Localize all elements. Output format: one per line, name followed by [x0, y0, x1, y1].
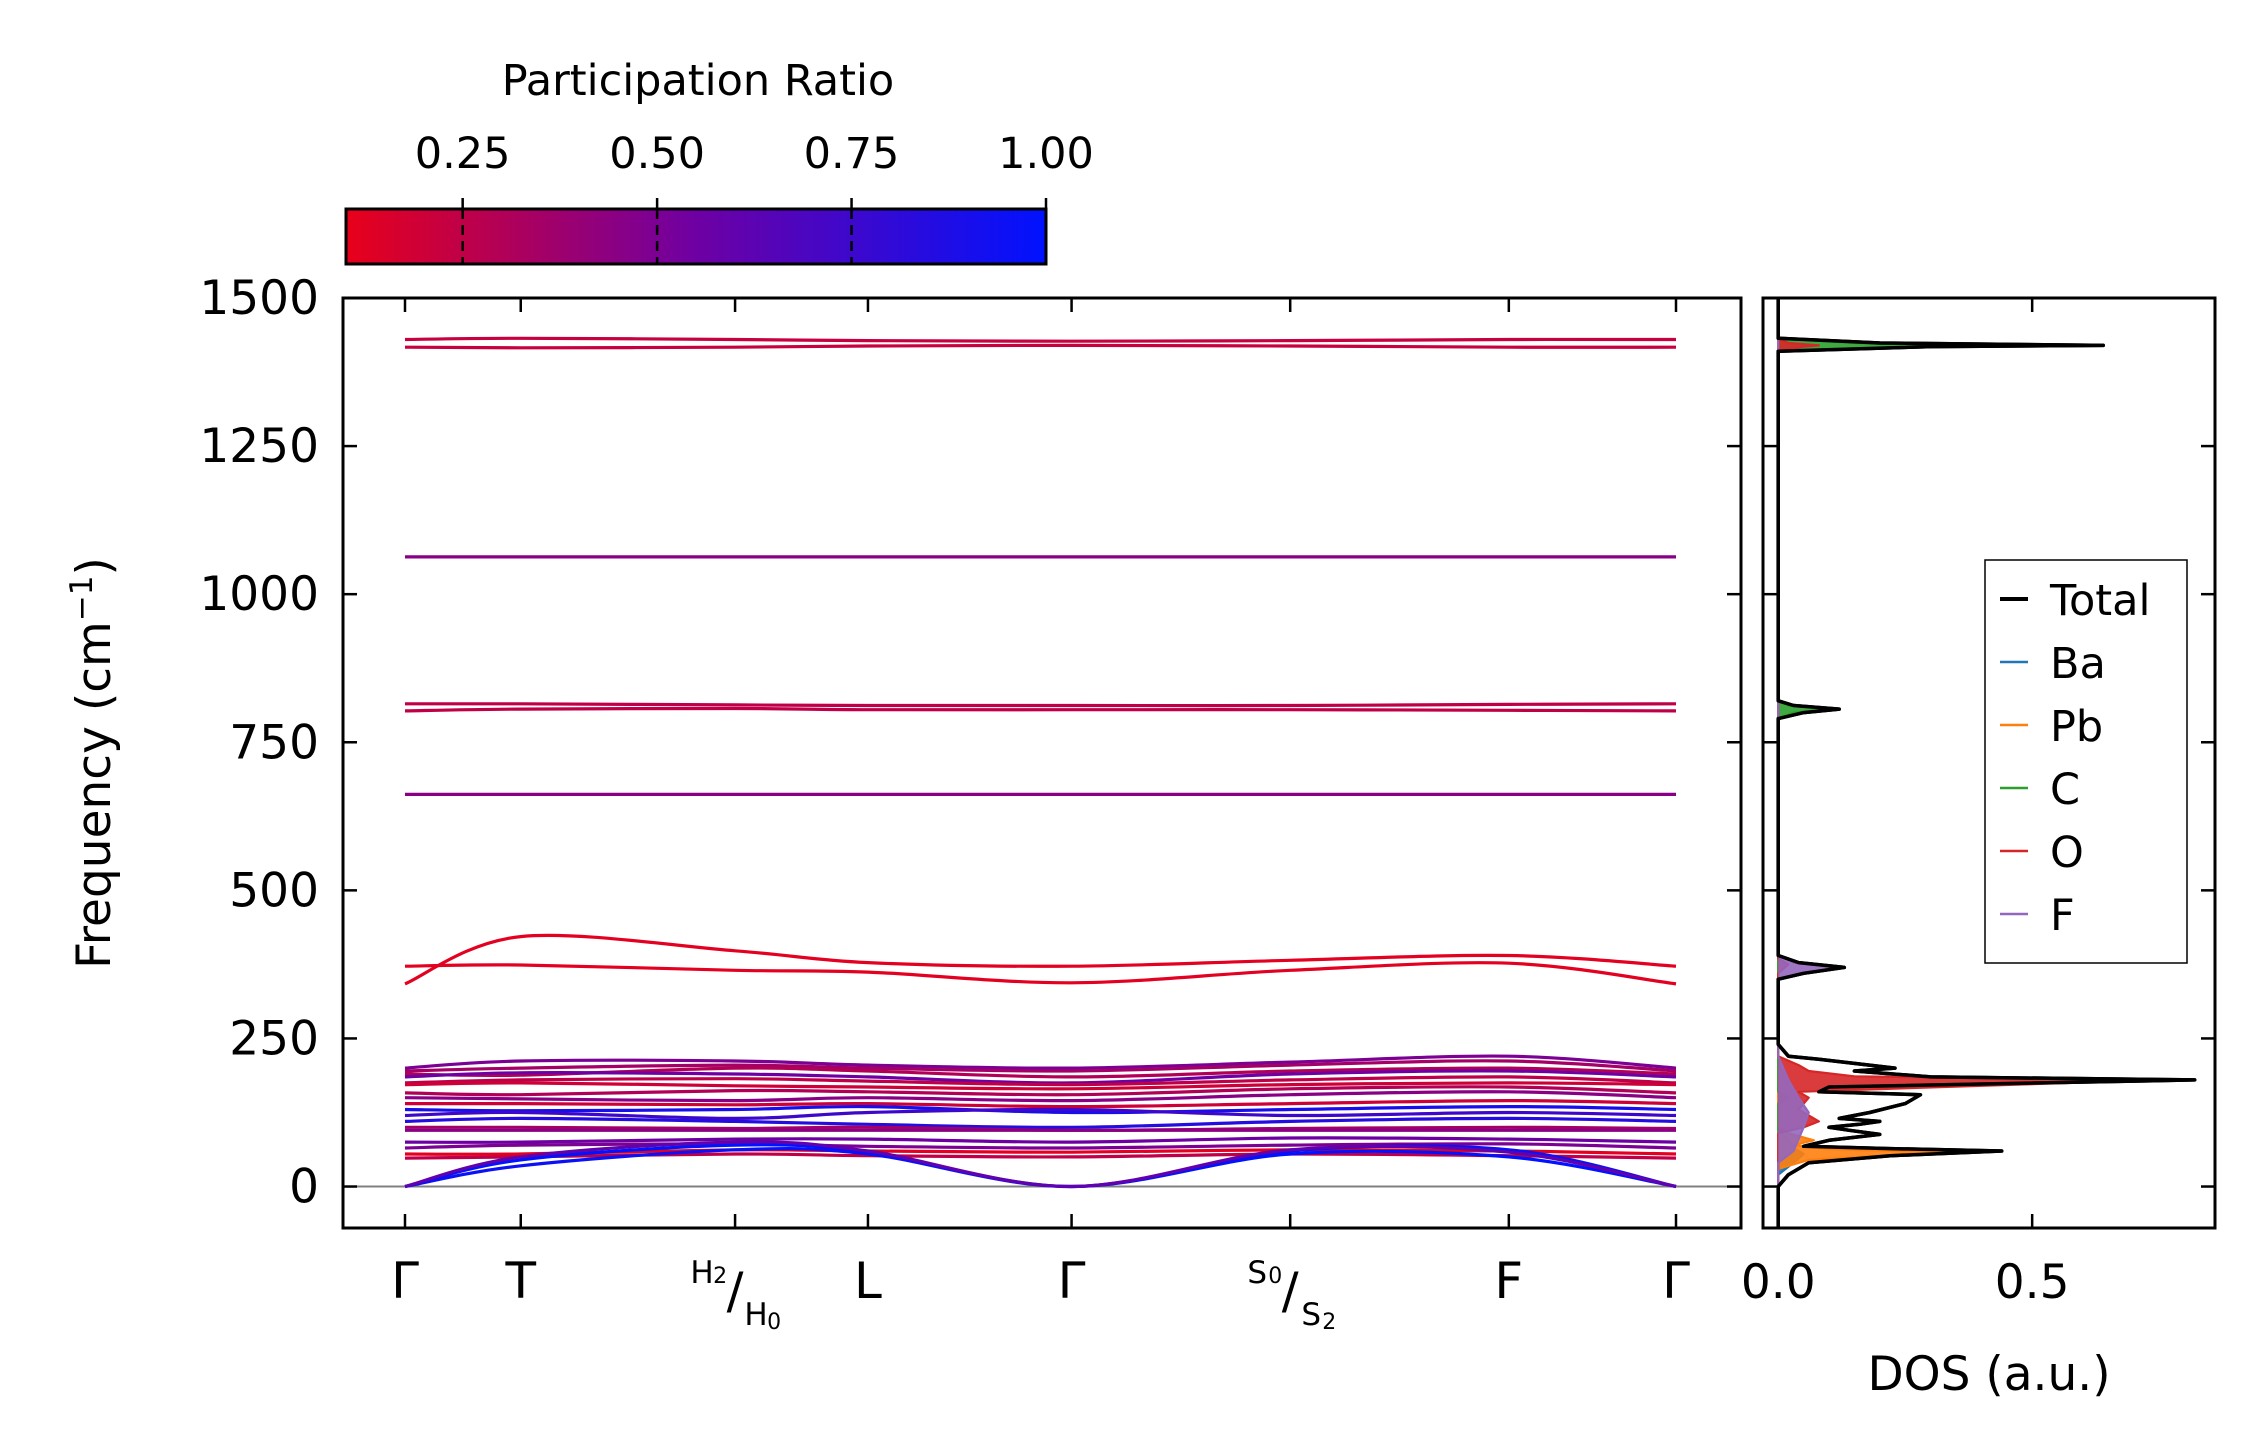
phonon-band — [404, 336, 1677, 343]
y-tick-label: 1500 — [199, 271, 319, 326]
legend-label-f: F — [2050, 891, 2075, 941]
x-tick-label: Γ — [1662, 1252, 1690, 1310]
phonon-band — [404, 1085, 1677, 1097]
phonon-band — [404, 706, 1677, 713]
legend-frame — [1984, 559, 2188, 964]
dos-x-tick-label: 0.5 — [1995, 1255, 2070, 1310]
phonon-band — [404, 1142, 1677, 1150]
phonon-band — [404, 933, 1677, 986]
legend-label-o: O — [2050, 828, 2084, 878]
x-tick-label-numerator-sub: 2 — [713, 1264, 727, 1289]
x-tick-label-numerator: H — [690, 1255, 713, 1291]
legend-items: Total Ba Pb COF — [2000, 576, 2150, 941]
phonon-band — [404, 343, 1677, 350]
colorbar: Participation Ratio 0.25 0.50 0.75 1.00 — [344, 56, 1094, 266]
x-tick-label: T — [504, 1252, 536, 1310]
x-tick-label: Γ — [391, 1252, 419, 1310]
x-tick-label-numerator-sub: 0 — [1268, 1264, 1282, 1289]
colorbar-tick-label: 0.75 — [804, 129, 900, 179]
phonon-band — [404, 961, 1677, 986]
band-plot-frame — [341, 296, 1743, 1230]
y-tick-label: 0 — [289, 1160, 319, 1215]
y-tick-label: 500 — [229, 863, 319, 918]
y-tick-label: 750 — [229, 715, 319, 770]
dos-plot-frame — [1761, 296, 2217, 1230]
y-tick-label: 250 — [229, 1011, 319, 1066]
phonon-band — [404, 1054, 1677, 1070]
phonon-band — [404, 1140, 1677, 1189]
dos-axes: 0.0 0.5 — [1741, 296, 2215, 1310]
legend-label-ba: Ba — [2050, 639, 2106, 689]
x-tick-label-denominator: H — [744, 1297, 767, 1333]
x-tick-label-denominator-sub: 0 — [767, 1310, 781, 1335]
dos-lines — [1776, 298, 2197, 1228]
colorbar-tick-label: 0.25 — [415, 129, 511, 179]
bands — [404, 336, 1677, 1189]
phonon-band — [404, 1081, 1677, 1091]
x-tick-label-slash: / — [1282, 1262, 1299, 1320]
colorbar-label: Participation Ratio — [502, 56, 895, 106]
legend-label-total: Total — [2049, 576, 2150, 626]
colorbar-tick-label: 1.00 — [998, 129, 1094, 179]
x-tick-label-denominator: S — [1301, 1297, 1321, 1333]
x-tick-label-slash: / — [727, 1262, 744, 1320]
phonon-band — [404, 1059, 1677, 1073]
dos-line-o — [1777, 298, 2166, 1228]
x-tick-label-denominator-sub: 2 — [1322, 1310, 1336, 1335]
phonon-band — [404, 1116, 1677, 1129]
colorbar-gradient — [344, 207, 1048, 266]
dos-x-axis-label: DOS (a.u.) — [1867, 1347, 2110, 1402]
legend-label-pb: Pb — [2050, 702, 2103, 752]
y-tick-label: 1250 — [199, 419, 319, 474]
phonon-band — [404, 1107, 1677, 1120]
dos-panel: 0.0 0.5 DOS (a.u.) Total Ba Pb COF — [1741, 296, 2217, 1402]
x-tick-fraction-label: H 2/H 0 — [690, 1255, 781, 1335]
colorbar-ticks: 0.25 0.50 0.75 1.00 — [415, 129, 1094, 264]
phonon-band — [404, 1099, 1677, 1109]
y-axis-label: Frequency (cm−1) — [64, 557, 122, 969]
x-tick-label: L — [854, 1252, 882, 1310]
phonon-band — [404, 1069, 1677, 1085]
band-structure-panel: Frequency (cm−1) 0 250 500 750 1000 1250 1500 Γ… — [64, 271, 1743, 1335]
phonon-band — [404, 1090, 1677, 1103]
x-tick-fraction-label: S 0/S 2 — [1247, 1255, 1336, 1335]
x-tick-label: F — [1494, 1252, 1523, 1310]
phonon-band — [404, 1075, 1677, 1087]
legend-label-c: C — [2050, 765, 2080, 815]
phonon-band — [404, 702, 1677, 708]
dos-x-tick-label: 0.0 — [1741, 1255, 1816, 1310]
colorbar-tick-label: 0.50 — [609, 129, 705, 179]
y-tick-label: 1000 — [199, 567, 319, 622]
dos-line-total-overlay — [1776, 298, 2197, 1228]
phonon-band — [404, 1136, 1677, 1144]
dos-legend: Total Ba Pb COF — [1984, 559, 2188, 964]
x-tick-label: Γ — [1058, 1252, 1086, 1310]
x-tick-label-numerator: S — [1247, 1255, 1267, 1291]
dos-fill-f — [1778, 298, 1840, 1228]
